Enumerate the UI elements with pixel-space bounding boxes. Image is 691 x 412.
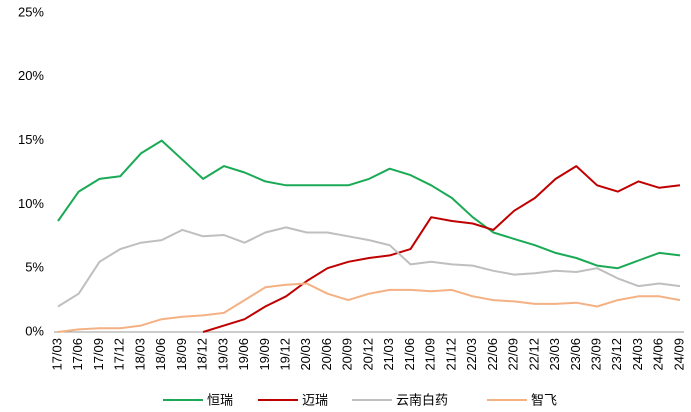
legend-label: 恒瑞 [207,392,233,407]
x-tick-label: 20/06 [319,338,334,371]
legend-label: 云南白药 [396,392,448,407]
x-tick-label: 21/09 [423,338,438,371]
y-tick-label: 10% [18,196,44,211]
x-tick-label: 19/06 [236,338,251,371]
y-tick-label: 0% [25,323,44,338]
x-tick-label: 21/03 [381,338,396,371]
x-tick-label: 19/12 [278,338,293,371]
x-tick-label: 22/03 [464,338,479,371]
x-tick-label: 23/12 [609,338,624,371]
x-tick-label: 17/12 [112,338,127,371]
x-tick-label: 20/12 [360,338,375,371]
x-tick-label: 17/09 [91,338,106,371]
x-tick-label: 22/06 [485,338,500,371]
x-tick-label: 18/09 [174,338,189,371]
x-tick-label: 17/06 [70,338,85,371]
y-tick-label: 5% [25,260,44,275]
x-tick-label: 18/03 [132,338,147,371]
series-line [57,139,681,270]
x-tick-label: 20/09 [340,338,355,371]
x-tick-label: 21/06 [402,338,417,371]
y-tick-label: 15% [18,132,44,147]
legend-label: 迈瑞 [302,392,328,407]
x-tick-label: 19/09 [257,338,272,371]
series-line [202,165,681,333]
x-tick-label: 22/09 [506,338,521,371]
x-tick-label: 24/06 [651,338,666,371]
x-tick-label: 21/12 [443,338,458,371]
x-tick-label: 23/03 [547,338,562,371]
x-tick-label: 23/06 [568,338,583,371]
x-tick-label: 18/06 [153,338,168,371]
x-tick-label: 22/12 [526,338,541,371]
x-tick-label: 23/09 [589,338,604,371]
legend-label: 智飞 [531,392,557,407]
x-tick-label: 19/03 [215,338,230,371]
series-line [57,282,681,333]
x-tick-label: 24/03 [630,338,645,371]
x-tick-label: 20/03 [298,338,313,371]
series-line [57,226,681,308]
x-tick-label: 24/09 [671,338,686,371]
x-tick-label: 17/03 [49,338,64,371]
y-tick-label: 20% [18,68,44,83]
y-tick-label: 25% [18,4,44,19]
x-tick-label: 18/12 [195,338,210,371]
